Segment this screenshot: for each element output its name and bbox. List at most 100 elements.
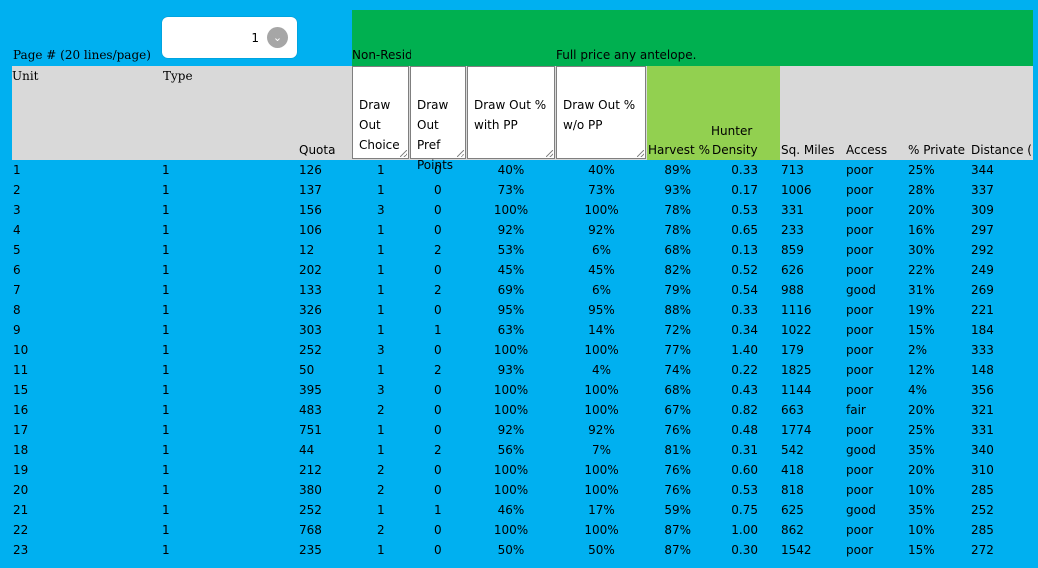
cell-wpp: 50% <box>497 543 525 557</box>
cell-quota: 156 <box>299 203 322 217</box>
cell-sq: 331 <box>781 203 804 217</box>
table-row: 10 1 252 3 0 100% 100% 77% 1.40 179 poor 2% 333 <box>0 340 1038 360</box>
cell-priv: 35% <box>908 503 935 517</box>
cell-dens: 1.40 <box>731 343 758 357</box>
table-row: 5 1 12 1 2 53% 6% 68% 0.13 859 poor 30% 292 <box>0 240 1038 260</box>
cell-choice: 1 <box>377 243 385 257</box>
draw-out-with-pp-box[interactable]: Draw Out % with PP <box>467 66 555 159</box>
cell-priv: 12% <box>908 363 935 377</box>
cell-dist: 340 <box>971 443 994 457</box>
cell-type: 1 <box>162 523 170 537</box>
cell-type: 1 <box>162 383 170 397</box>
cell-quota: 50 <box>299 363 315 377</box>
resize-grip-icon[interactable] <box>546 150 553 157</box>
cell-acc: poor <box>846 463 874 477</box>
cell-pref: 0 <box>434 163 442 177</box>
cell-sq: 1116 <box>781 303 812 317</box>
cell-sq: 418 <box>781 463 804 477</box>
cell-type: 1 <box>162 403 170 417</box>
cell-dist: 249 <box>971 263 994 277</box>
cell-quota: 202 <box>299 263 322 277</box>
cell-wopp: 50% <box>588 543 615 557</box>
page-value: 1 <box>251 31 259 45</box>
cell-type: 1 <box>162 503 170 517</box>
draw-out-without-pp-box[interactable]: Draw Out % w/o PP <box>556 66 646 159</box>
cell-choice: 1 <box>377 443 385 457</box>
cell-quota: 395 <box>299 383 322 397</box>
cell-unit: 21 <box>13 503 29 517</box>
cell-type: 1 <box>162 463 170 477</box>
cell-unit: 20 <box>13 483 29 497</box>
cell-choice: 2 <box>377 483 385 497</box>
cell-harv: 76% <box>664 423 691 437</box>
cell-choice: 1 <box>377 543 385 557</box>
cell-priv: 20% <box>908 463 935 477</box>
cell-choice: 1 <box>377 163 385 177</box>
header-hunter: Hunter <box>711 124 753 138</box>
resize-grip-icon[interactable] <box>457 150 464 157</box>
cell-wpp: 92% <box>497 423 525 437</box>
page-label: Page # (20 lines/page) <box>13 48 151 62</box>
cell-unit: 23 <box>13 543 29 557</box>
table-row: 18 1 44 1 2 56% 7% 81% 0.31 542 good 35% 340 <box>0 440 1038 460</box>
cell-harv: 68% <box>664 243 691 257</box>
cell-unit: 9 <box>13 323 21 337</box>
cell-dens: 0.48 <box>731 423 758 437</box>
cell-quota: 44 <box>299 443 315 457</box>
cell-pref: 2 <box>434 363 442 377</box>
cell-dens: 0.82 <box>731 403 758 417</box>
cell-unit: 2 <box>13 183 21 197</box>
cell-dist: 148 <box>971 363 994 377</box>
cell-quota: 326 <box>299 303 322 317</box>
cell-acc: poor <box>846 323 874 337</box>
cell-quota: 380 <box>299 483 322 497</box>
cell-dens: 0.17 <box>731 183 758 197</box>
cell-sq: 663 <box>781 403 804 417</box>
cell-pref: 0 <box>434 423 442 437</box>
cell-wopp: 14% <box>588 323 615 337</box>
cell-harv: 81% <box>664 443 691 457</box>
cell-unit: 22 <box>13 523 29 537</box>
draw-out-pref-box[interactable]: Draw Out Pref Points <box>410 66 466 172</box>
cell-sq: 1825 <box>781 363 812 377</box>
cell-wopp: 7% <box>591 443 612 457</box>
cell-dist: 184 <box>971 323 994 337</box>
cell-pref: 0 <box>434 223 442 237</box>
cell-wpp: 73% <box>497 183 525 197</box>
cell-sq: 818 <box>781 483 804 497</box>
cell-pref: 0 <box>434 383 442 397</box>
cell-pref: 0 <box>434 263 442 277</box>
cell-type: 1 <box>162 343 170 357</box>
cell-choice: 2 <box>377 463 385 477</box>
draw-out-choice-box[interactable]: Draw Out Choice <box>352 66 409 159</box>
cell-dens: 0.22 <box>731 363 758 377</box>
cell-dens: 1.00 <box>731 523 758 537</box>
cell-choice: 3 <box>377 203 385 217</box>
cell-sq: 233 <box>781 223 804 237</box>
resize-grip-icon[interactable] <box>637 150 644 157</box>
cell-choice: 2 <box>377 403 385 417</box>
cell-priv: 16% <box>908 223 935 237</box>
banner-right-text: Full price any antelope. <box>556 48 697 62</box>
cell-acc: poor <box>846 363 874 377</box>
chevron-down-icon[interactable]: ⌄ <box>267 27 288 48</box>
page-dropdown[interactable]: 1 ⌄ <box>162 17 297 58</box>
cell-dens: 0.60 <box>731 463 758 477</box>
cell-type: 1 <box>162 543 170 557</box>
cell-wopp: 100% <box>584 523 619 537</box>
cell-choice: 1 <box>377 323 385 337</box>
cell-pref: 0 <box>434 343 442 357</box>
cell-pref: 0 <box>434 203 442 217</box>
cell-harv: 76% <box>664 463 691 477</box>
cell-choice: 1 <box>377 223 385 237</box>
cell-wpp: 40% <box>497 163 525 177</box>
cell-dens: 0.30 <box>731 543 758 557</box>
cell-wopp: 17% <box>588 503 615 517</box>
cell-harv: 78% <box>664 223 691 237</box>
cell-sq: 1006 <box>781 183 812 197</box>
cell-sq: 626 <box>781 263 804 277</box>
cell-dist: 344 <box>971 163 994 177</box>
cell-unit: 18 <box>13 443 29 457</box>
cell-wpp: 100% <box>493 343 529 357</box>
resize-grip-icon[interactable] <box>400 150 407 157</box>
